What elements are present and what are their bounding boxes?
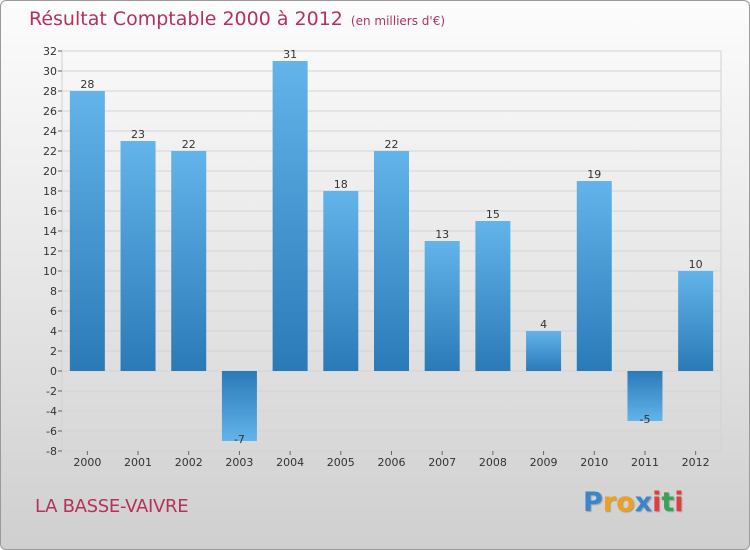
bar [171,151,207,371]
logo-letter: r [602,487,617,518]
bar-value-label: 19 [587,168,601,181]
bars-group: 28 23 22 -7 31 18 22 13 15 4 19 -5 10 [69,48,714,446]
proxiti-logo[interactable]: Proxiti [583,487,684,518]
y-tick-label: 12 [43,245,57,258]
y-tick-label: 14 [43,225,57,238]
bar [475,221,511,371]
x-axis-ticks: 2000 2001 2002 2003 2004 2005 2006 2007 2008 2009… [73,451,710,469]
bar [678,271,714,371]
x-tick-label: 2006 [378,456,406,469]
chart-subtitle: (en milliers d'€) [350,14,446,28]
y-tick-label: 26 [43,105,57,118]
x-tick-label: 2000 [73,456,101,469]
bar-value-label: -7 [234,433,245,446]
logo-letter: i [674,487,684,518]
x-tick-label: 2003 [225,456,253,469]
bar-value-label: 28 [80,78,94,91]
x-tick-label: 2010 [580,456,608,469]
x-tick-label: 2005 [327,456,355,469]
bar-value-label: 13 [435,228,449,241]
y-tick-label: -4 [46,405,57,418]
y-tick-label: 6 [50,305,57,318]
bar-value-label: 15 [486,208,500,221]
y-tick-label: 22 [43,145,57,158]
y-tick-label: 16 [43,205,57,218]
bar [526,331,562,371]
x-tick-label: 2012 [682,456,710,469]
y-tick-label: 2 [50,345,57,358]
y-tick-label: 28 [43,85,57,98]
y-tick-label: -8 [46,445,57,458]
x-tick-label: 2011 [631,456,659,469]
bar-value-label: 22 [385,138,399,151]
bar [576,181,612,371]
x-tick-label: 2008 [479,456,507,469]
bar [272,61,308,371]
y-tick-label: 4 [50,325,57,338]
y-tick-label: 24 [43,125,57,138]
y-tick-label: 10 [43,265,57,278]
bar [424,241,460,371]
y-tick-label: 18 [43,185,57,198]
bar [69,91,105,371]
bar [221,371,257,441]
chart-title: Résultat Comptable 2000 à 2012 (en millie… [29,8,445,30]
bar [374,151,409,371]
bar [323,191,359,371]
bar-value-label: 22 [182,138,196,151]
logo-letter: t [661,487,675,518]
logo-letter: o [616,487,635,518]
x-tick-label: 2009 [530,456,558,469]
bar [627,371,663,421]
y-tick-label: 8 [50,285,57,298]
bar-value-label: 23 [131,128,145,141]
bar-value-label: 10 [689,258,703,271]
y-tick-label: 20 [43,165,57,178]
logo-letter: P [583,487,603,518]
location-label: LA BASSE-VAIVRE [35,496,189,517]
x-tick-label: 2007 [428,456,456,469]
logo-letter: x [634,487,653,518]
bar-value-label: -5 [639,413,650,426]
x-tick-label: 2004 [276,456,304,469]
bar-value-label: 31 [283,48,297,61]
x-tick-label: 2001 [124,456,152,469]
y-tick-label: -2 [46,385,57,398]
y-tick-label: 0 [50,365,57,378]
y-tick-label: 32 [43,45,57,58]
bar-value-label: 4 [540,318,547,331]
x-tick-label: 2002 [175,456,203,469]
logo-letter: i [652,487,662,518]
y-tick-label: 30 [43,65,57,78]
bar [120,141,156,371]
bar-value-label: 18 [334,178,348,191]
y-tick-label: -6 [46,425,57,438]
title-text: Résultat Comptable 2000 à 2012 [29,8,343,30]
